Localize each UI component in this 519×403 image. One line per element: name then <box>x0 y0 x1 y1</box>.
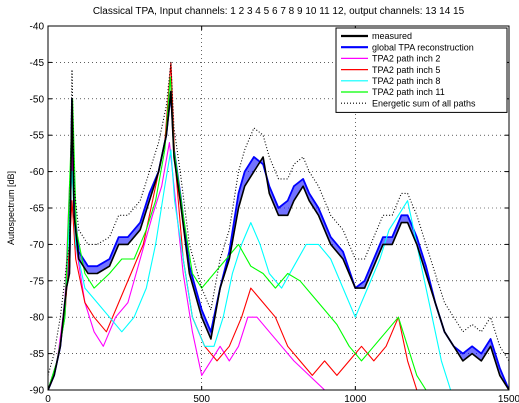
series-line-measured <box>48 90 509 390</box>
y-tick-label: -65 <box>30 204 45 215</box>
series-layer <box>48 61 509 390</box>
legend-label-tpa2-path-inch-11: TPA2 path inch 11 <box>372 87 445 97</box>
x-tick-label: 0 <box>45 394 51 403</box>
tick-layer: 0 500 1000 1500 -90 -85 -80 -75 -70 -65 -60 -55 -50 -… <box>30 22 519 403</box>
x-tick-label: 1500 <box>498 394 519 403</box>
series-line-tpa2-path-inch-11 <box>48 76 427 390</box>
series-line-tpa2-path-inch-8 <box>48 149 452 390</box>
chart-title: Classical TPA, Input channels: 1 2 3 4 5… <box>93 6 465 17</box>
x-tick-label: 500 <box>193 394 210 403</box>
y-tick-label: -85 <box>30 349 45 360</box>
series-line-global-tpa-reconstruction <box>48 90 509 390</box>
legend-label-measured: measured <box>372 31 412 41</box>
y-tick-label: -45 <box>30 58 45 69</box>
legend-label-global-tpa-reconstruction: global TPA reconstruction <box>372 42 474 52</box>
legend-label-tpa2-path-inch-2: TPA2 path inch 2 <box>372 54 440 64</box>
y-tick-label: -60 <box>30 167 45 178</box>
y-tick-label: -55 <box>30 131 45 142</box>
grid-layer <box>48 26 509 390</box>
y-tick-label: -70 <box>30 240 45 251</box>
y-axis-label: Autospectrum [dB] <box>6 171 16 245</box>
legend-label-tpa2-path-inch-8: TPA2 path inch 8 <box>372 76 440 86</box>
y-tick-label: -75 <box>30 276 45 287</box>
y-tick-label: -50 <box>30 94 45 105</box>
y-tick-label: -80 <box>30 313 45 324</box>
y-tick-label: -90 <box>30 386 45 397</box>
x-tick-label: 1000 <box>344 394 367 403</box>
legend-label-tpa2-path-inch-5: TPA2 path inch 5 <box>372 65 440 75</box>
legend-label-energetic-sum-of-all-paths: Energetic sum of all paths <box>372 98 476 108</box>
y-tick-label: -40 <box>30 22 45 33</box>
